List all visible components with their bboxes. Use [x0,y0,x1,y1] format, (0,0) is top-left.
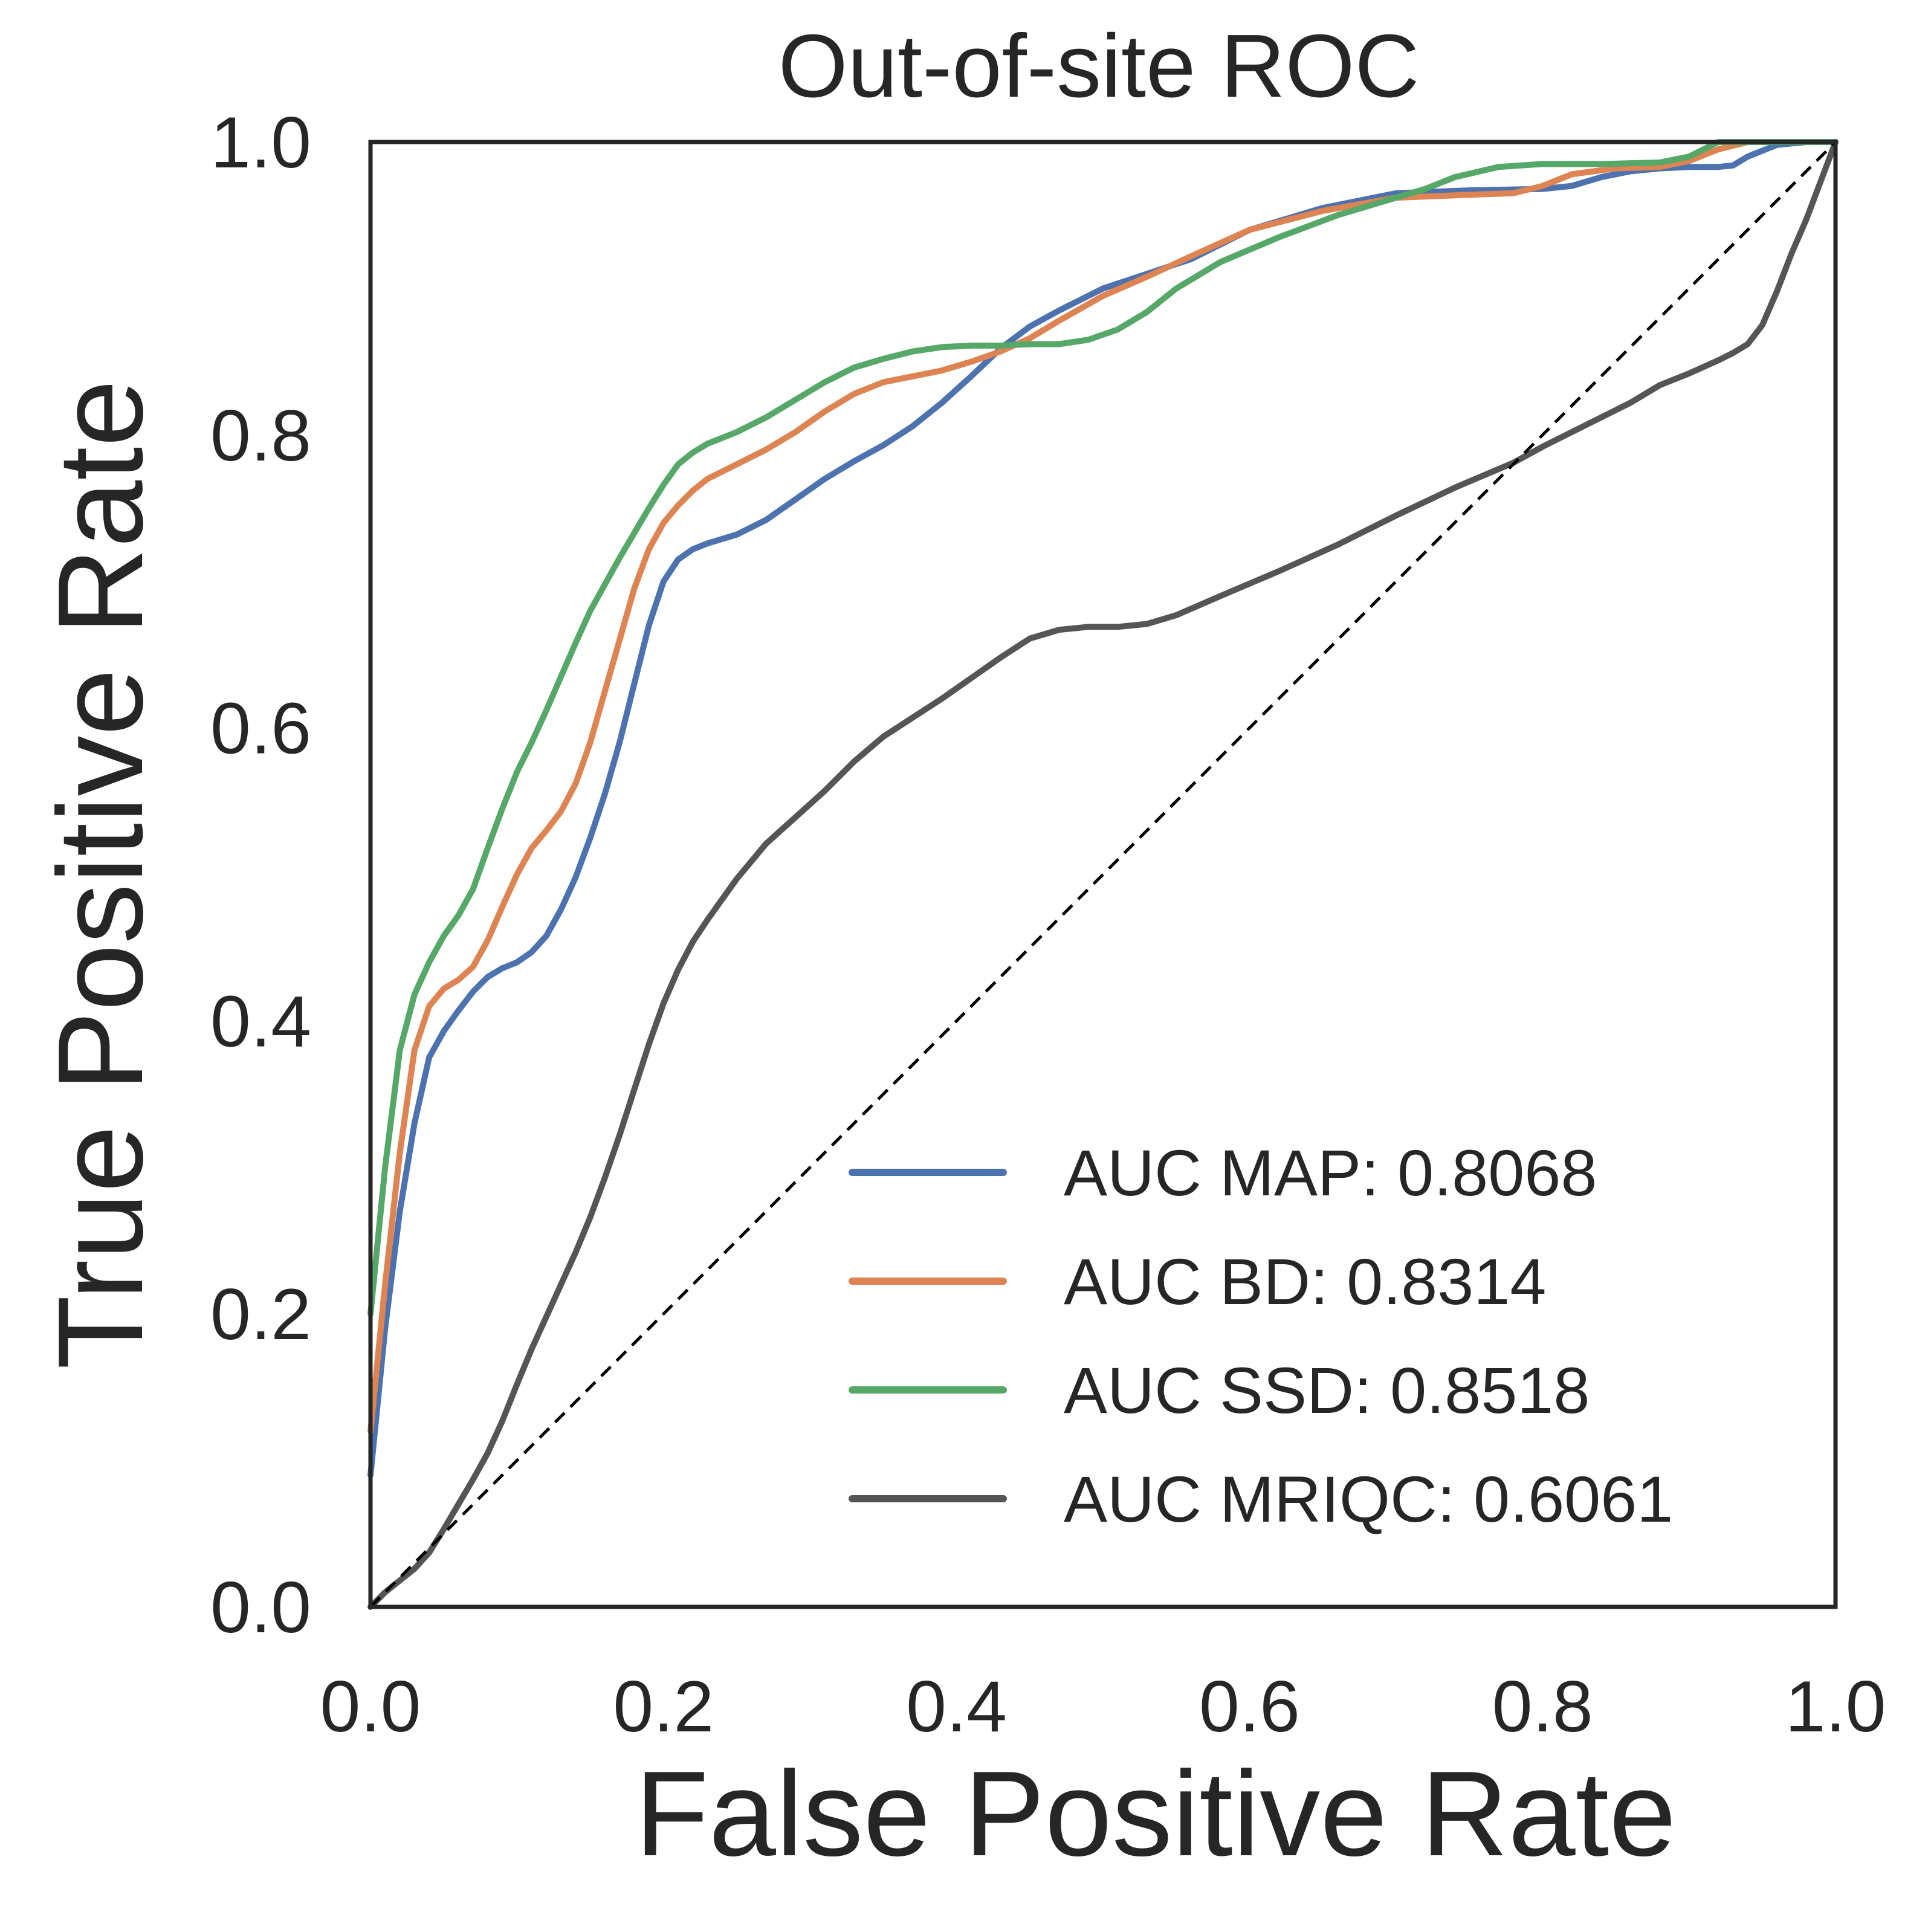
y-tick-label: 0.6 [210,688,311,769]
legend-item-mriqc: AUC MRIQC: 0.6061 [849,1462,1673,1536]
series-line-mriqc [367,139,1839,1610]
x-tick-labels: 0.0 0.2 0.4 0.6 0.8 1.0 [320,1666,1886,1747]
legend-item-ssd: AUC SSD: 0.8518 [849,1354,1590,1427]
legend: AUC MAP: 0.8068 AUC BD: 0.8314 AUC SSD: 0.… [849,1136,1673,1536]
x-tick-label: 0.8 [1492,1666,1593,1747]
x-tick-label: 1.0 [1785,1666,1886,1747]
legend-label: AUC SSD: 0.8518 [1064,1354,1590,1427]
x-tick-label: 0.2 [613,1666,714,1747]
series-line-ssd [367,139,1839,1317]
plot-frame [368,140,1838,1609]
legend-label: AUC MAP: 0.8068 [1064,1136,1597,1209]
y-tick-labels: 0.0 0.2 0.4 0.6 0.8 1.0 [210,102,311,1648]
x-axis-label: False Positive Rate [635,1746,1677,1881]
y-tick-label: 0.2 [210,1274,311,1355]
legend-label: AUC MRIQC: 0.6061 [1064,1462,1673,1536]
y-tick-label: 1.0 [210,102,311,183]
chart-title: Out-of-site ROC [778,16,1420,116]
x-tick-label: 0.0 [320,1666,421,1747]
chance-diagonal-line [369,141,1837,1608]
y-tick-label: 0.4 [210,981,311,1062]
plot-lines [367,139,1839,1610]
y-axis-label: True Positive Rate [33,380,168,1369]
x-tick-label: 0.6 [1199,1666,1300,1747]
legend-label: AUC BD: 0.8314 [1064,1245,1546,1318]
y-tick-label: 0.8 [210,395,311,476]
x-tick-label: 0.4 [906,1666,1007,1747]
series-line-map [367,139,1839,1478]
y-tick-label: 0.0 [210,1567,311,1648]
legend-item-map: AUC MAP: 0.8068 [849,1136,1597,1209]
series-line-bd [367,139,1839,1435]
legend-item-bd: AUC BD: 0.8314 [849,1245,1546,1318]
